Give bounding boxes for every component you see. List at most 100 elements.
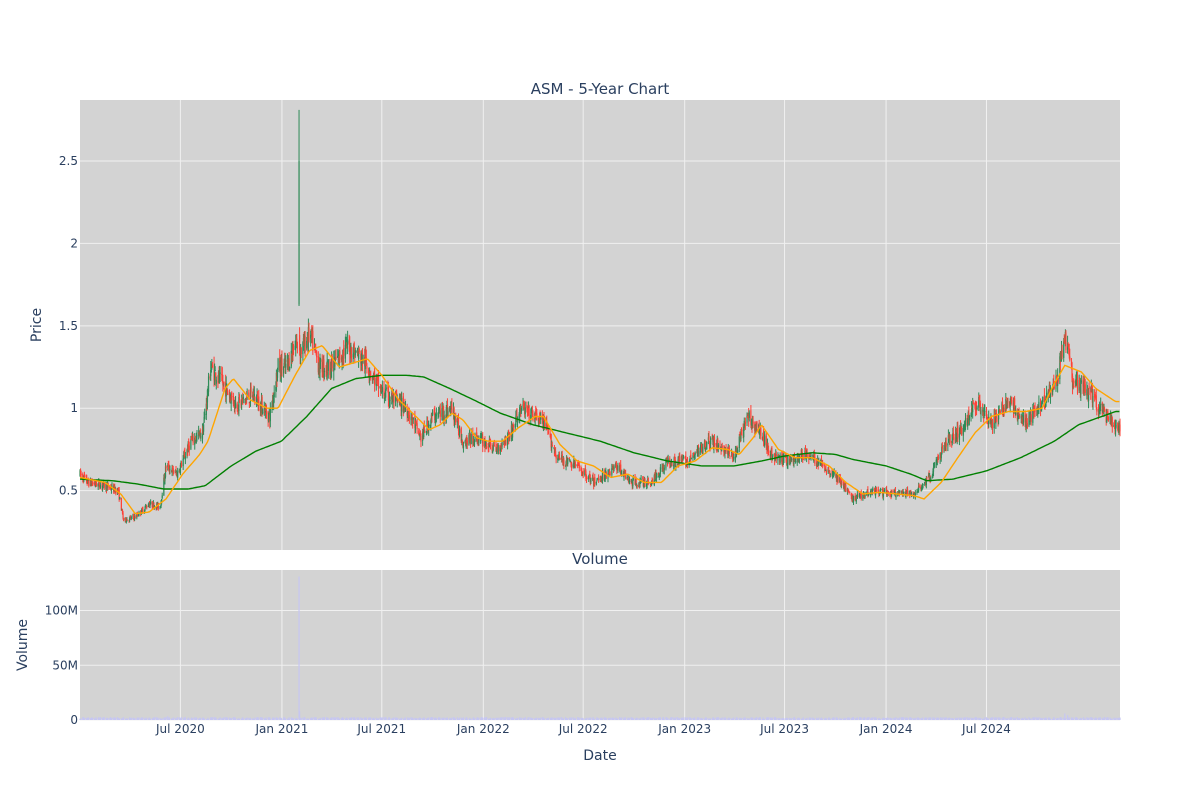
- volume-bar: [227, 718, 229, 720]
- volume-bar: [740, 717, 743, 720]
- candle-body: [460, 427, 462, 442]
- candle: [822, 460, 824, 469]
- candle: [700, 442, 702, 455]
- candle-body: [628, 479, 631, 483]
- candle-body: [401, 398, 403, 413]
- candle-body: [951, 434, 953, 444]
- candle-body: [643, 482, 645, 488]
- candle: [374, 367, 376, 392]
- candle-body: [435, 418, 437, 420]
- candle: [567, 457, 569, 467]
- candle-body: [149, 504, 151, 506]
- candle-body: [150, 501, 152, 505]
- candle-body: [190, 438, 193, 441]
- candle-body: [932, 466, 935, 472]
- candle-body: [804, 451, 806, 460]
- candle-body: [650, 483, 652, 485]
- candle-body: [1102, 409, 1104, 413]
- candle-body: [1095, 395, 1097, 408]
- candle: [79, 468, 82, 478]
- candle-body: [949, 434, 951, 443]
- candle: [854, 493, 856, 501]
- candle: [281, 350, 283, 377]
- volume-bar: [200, 718, 202, 720]
- candle: [268, 407, 270, 416]
- candle-body: [172, 468, 174, 473]
- candle-body: [177, 471, 179, 478]
- candle-body: [466, 440, 468, 445]
- volume-bar: [385, 717, 387, 720]
- candle-body: [819, 462, 822, 464]
- volume-bar: [277, 718, 279, 720]
- candle: [344, 336, 346, 363]
- candle-body: [659, 467, 662, 474]
- candle-body: [748, 412, 750, 418]
- candle: [389, 396, 391, 408]
- candle-body: [295, 342, 297, 344]
- volume-bar: [321, 717, 323, 720]
- volume-bar: [532, 718, 534, 720]
- candle-body: [372, 375, 375, 380]
- volume-bar: [537, 717, 540, 720]
- candle: [150, 499, 152, 505]
- candle: [340, 354, 343, 363]
- candle: [600, 475, 602, 483]
- candle-body: [1068, 348, 1070, 356]
- candle: [493, 441, 495, 446]
- candle: [667, 454, 669, 464]
- candle: [810, 453, 812, 461]
- candle: [420, 433, 422, 448]
- candle: [727, 443, 729, 459]
- volume-bar: [744, 718, 746, 720]
- volume-bar: [157, 718, 159, 720]
- volume-bar: [439, 718, 441, 720]
- candle-body: [499, 447, 502, 452]
- candle-body: [636, 485, 638, 487]
- candle-body: [214, 370, 216, 372]
- volume-bar: [248, 717, 250, 720]
- candle: [234, 395, 237, 409]
- candle-body: [692, 455, 694, 459]
- candle-body: [986, 417, 988, 420]
- candle: [151, 501, 153, 510]
- candle: [980, 406, 982, 422]
- candle-body: [770, 453, 772, 456]
- candle: [276, 367, 279, 382]
- candle: [282, 366, 285, 378]
- candle-body: [585, 470, 587, 479]
- candle-body: [878, 493, 880, 495]
- candle-body: [102, 482, 104, 485]
- candle-body: [717, 439, 719, 447]
- candle: [437, 412, 439, 419]
- candle-body: [310, 334, 312, 339]
- candle-body: [663, 467, 665, 470]
- candle-body: [985, 410, 988, 419]
- candle-body: [995, 413, 997, 424]
- candle-body: [1075, 380, 1077, 385]
- candle-body: [681, 460, 684, 461]
- candle-body: [538, 420, 540, 424]
- volume-bar: [88, 717, 90, 720]
- candle-body: [967, 420, 969, 426]
- candle: [474, 432, 476, 443]
- candle-body: [426, 422, 429, 425]
- volume-bar: [578, 717, 580, 720]
- candle-body: [711, 438, 713, 440]
- candle: [582, 468, 584, 479]
- candle: [534, 411, 536, 426]
- volume-bar: [756, 717, 758, 720]
- candle: [679, 452, 681, 465]
- candle-body: [921, 484, 924, 487]
- volume-bar: [231, 718, 233, 720]
- candle: [1030, 409, 1032, 426]
- candle-body: [617, 466, 619, 471]
- volume-bar: [760, 718, 762, 720]
- candle-body: [774, 459, 776, 461]
- candle-body: [855, 496, 857, 502]
- candle-body: [229, 396, 231, 399]
- volume-bar: [80, 718, 82, 720]
- candle: [416, 418, 418, 434]
- candle-body: [330, 368, 332, 378]
- candle: [214, 366, 216, 372]
- candle: [308, 322, 310, 343]
